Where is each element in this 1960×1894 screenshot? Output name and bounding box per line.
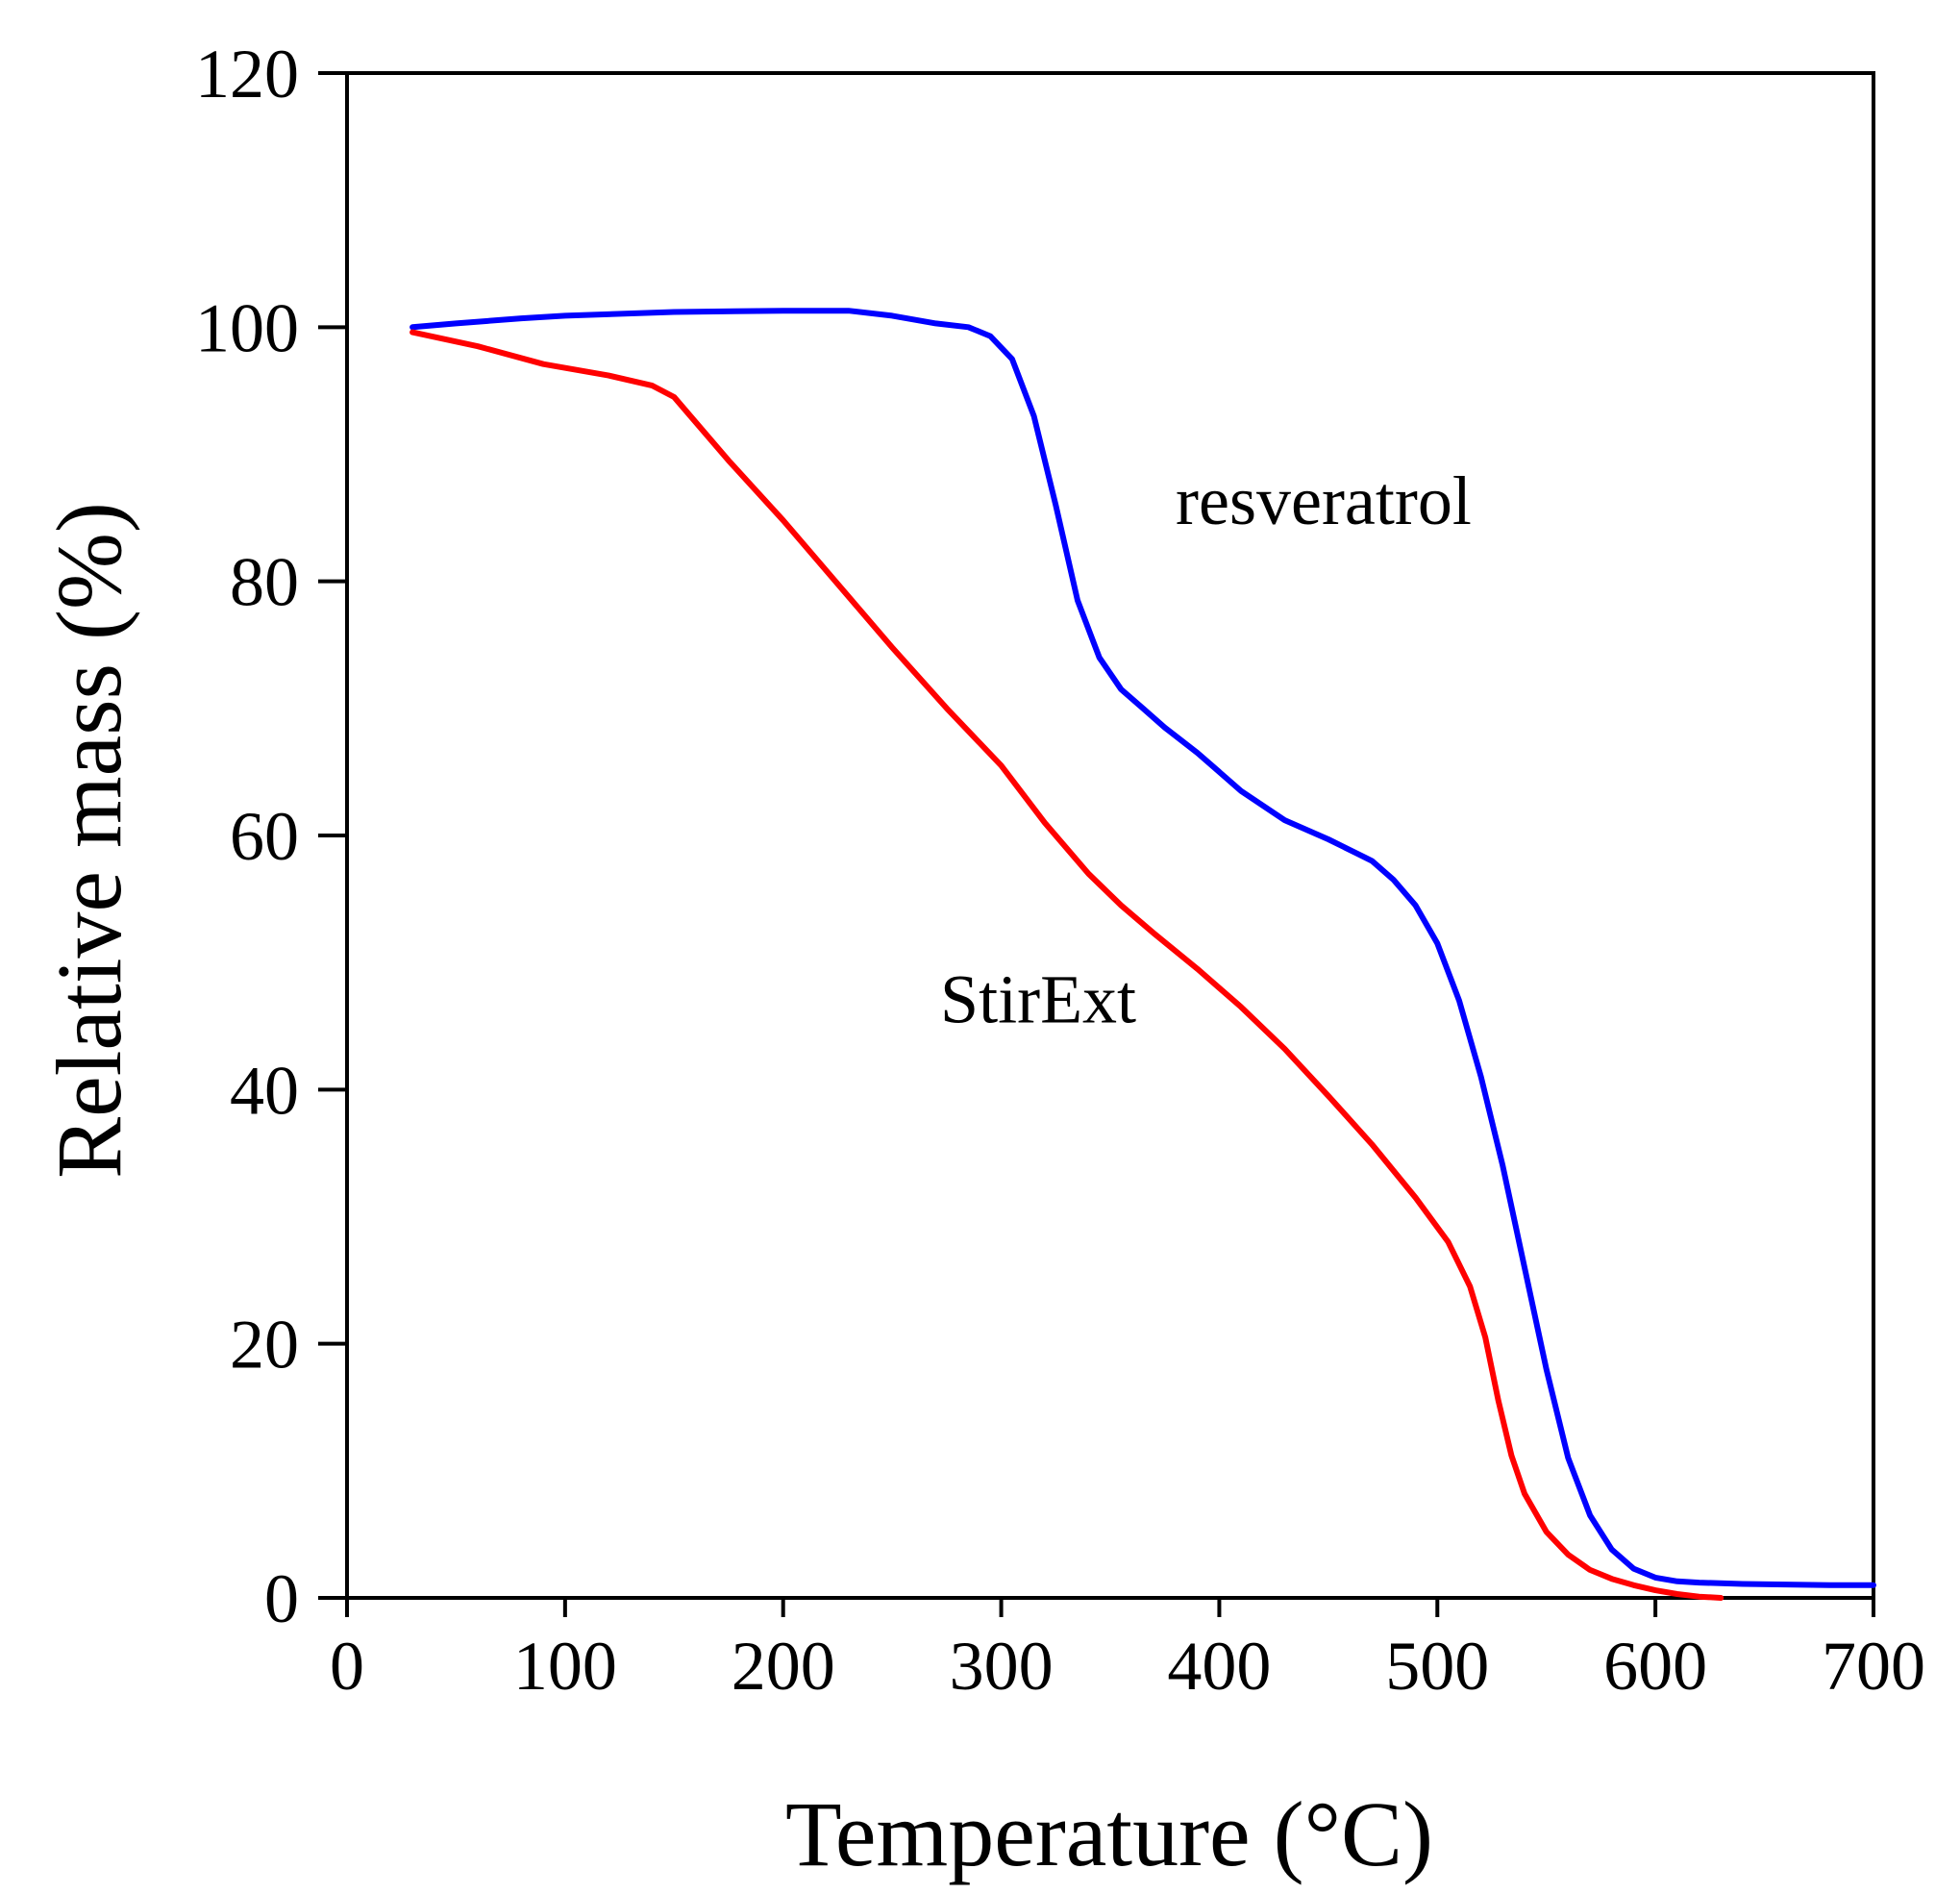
x-axis-title: Temperature (°C) [785, 1782, 1433, 1885]
x-tick-label: 300 [950, 1628, 1054, 1705]
x-tick-label: 100 [513, 1628, 617, 1705]
x-tick-label: 500 [1385, 1628, 1489, 1705]
y-tick-label: 20 [230, 1307, 299, 1383]
y-axis-title: Relative mass (%) [37, 502, 140, 1179]
series-line-stirext [409, 329, 1724, 1601]
plot-frame [345, 71, 1875, 1600]
series-line-resveratrol [409, 308, 1876, 1588]
y-tick-label: 40 [230, 1052, 299, 1129]
annotation-resveratrol: resveratrol [1176, 462, 1472, 539]
annotation-layer: resveratrol StirExt [940, 462, 1472, 1037]
x-tick-label: 0 [330, 1628, 364, 1705]
x-tick-label: 700 [1822, 1628, 1925, 1705]
y-tick-label: 120 [195, 36, 299, 112]
y-tick-label: 0 [264, 1560, 299, 1637]
y-tick-label: 60 [230, 798, 299, 875]
x-tick-label: 400 [1167, 1628, 1271, 1705]
x-tick-label: 200 [732, 1628, 835, 1705]
series-layer [409, 308, 1876, 1601]
x-tick-label: 600 [1603, 1628, 1707, 1705]
y-tick-label: 100 [195, 289, 299, 366]
y-axis-ticks: 0 20 40 60 80 100 120 [195, 36, 347, 1637]
x-axis-ticks: 0 100 200 300 400 500 600 700 [330, 1598, 1925, 1705]
plot-border [345, 71, 1875, 1600]
annotation-stirext: StirExt [940, 960, 1136, 1037]
y-tick-label: 80 [230, 544, 299, 621]
